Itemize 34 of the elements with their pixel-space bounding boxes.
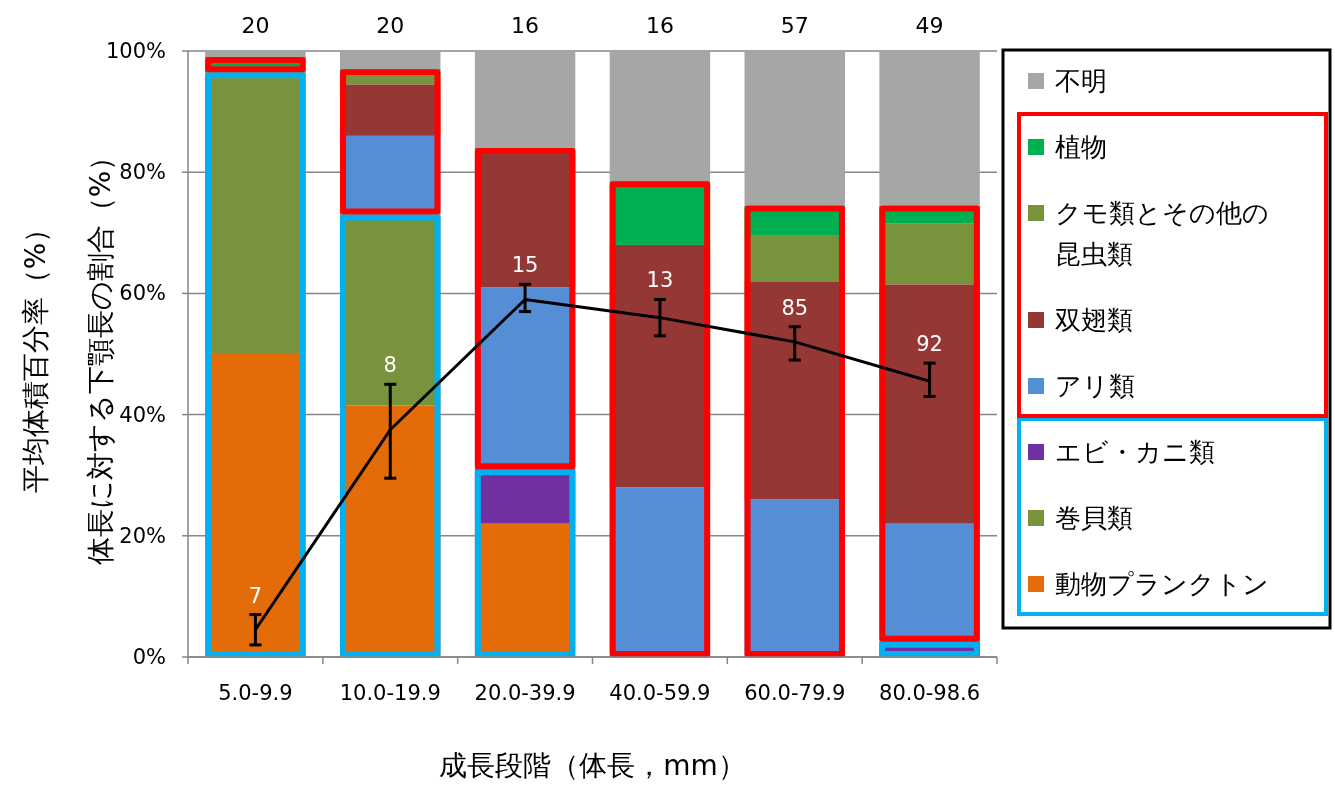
legend-label: 双翅類 [1055,305,1133,335]
y-tick-label: 80% [119,160,166,185]
x-tick-label: 20.0-39.9 [474,681,576,705]
x-tick-label: 10.0-19.9 [339,681,441,705]
x-tick-label: 60.0-79.9 [744,681,846,705]
y-tick-label: 100% [105,39,166,63]
annotation: 20 [376,13,405,38]
y-tick-label: 20% [119,523,166,548]
x-tick-label: 5.0-9.9 [218,681,293,705]
legend-label: 動物プランクトン [1055,569,1269,599]
x-axis-title: 成長段階（体長，mm） [439,748,746,782]
annotation: 8 [383,353,397,378]
legend-label: 植物 [1055,132,1107,162]
annotation: 20 [241,13,270,38]
annotation: 15 [511,253,539,278]
legend-label: クモ類とその他の昆虫類 [1055,198,1269,269]
x-tick-label: 80.0-98.6 [879,681,981,705]
y-tick-label: 0% [132,645,166,669]
annotation: 49 [915,13,944,38]
annotation: 92 [916,332,943,357]
annotation: 57 [780,13,809,38]
y-axis-title: 平均体積百分率（%）体長に対する下顎長の割合（%） [18,142,117,566]
annotation: 16 [645,13,674,38]
annotation: 7 [248,583,263,608]
legend-label: アリ類 [1055,371,1135,401]
annotation: 16 [511,13,540,38]
legend-label: 巻貝類 [1055,503,1133,533]
y-tick-label: 60% [119,281,166,306]
annotation: 85 [781,295,809,320]
legend-label: 不明 [1055,66,1107,96]
annotation: 13 [646,268,674,293]
legend-label: エビ・カニ類 [1055,437,1215,467]
x-tick-label: 40.0-59.9 [609,681,711,705]
y-tick-label: 40% [119,402,166,427]
